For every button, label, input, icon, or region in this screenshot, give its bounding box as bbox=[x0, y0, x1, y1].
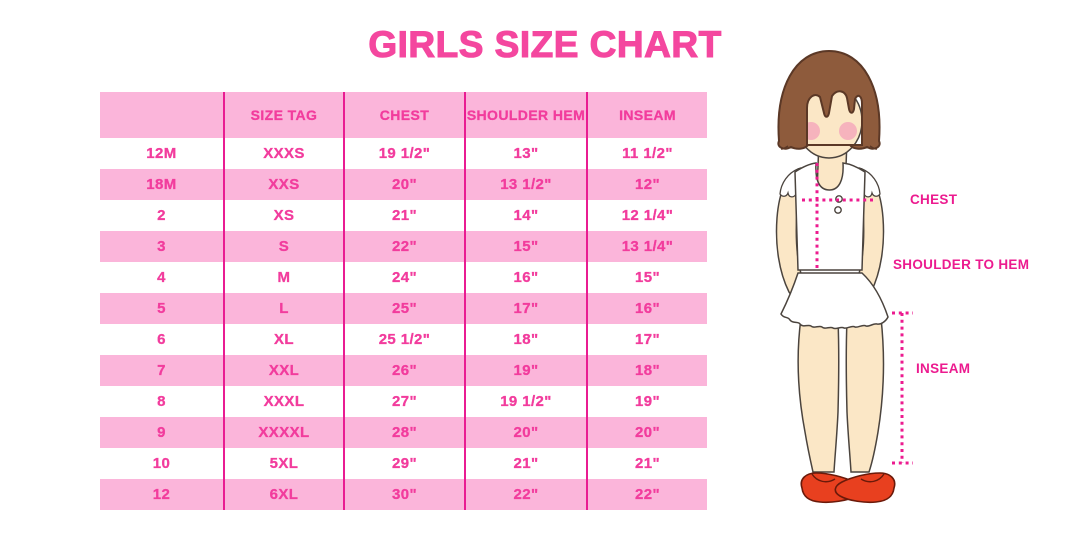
table-header-row: SIZE TAG CHEST SHOULDER HEM INSEAM bbox=[100, 92, 707, 138]
column-header: CHEST bbox=[343, 92, 465, 138]
table-cell: S bbox=[223, 231, 344, 262]
table-cell: 13" bbox=[464, 138, 587, 169]
girl-left-shoe-strap bbox=[811, 473, 836, 483]
table-cell: 5XL bbox=[223, 448, 344, 479]
table-cell: 18" bbox=[586, 355, 707, 386]
table-cell: 4 bbox=[157, 269, 166, 286]
table-row: 7 XXL 26" 19" 18" bbox=[100, 355, 707, 386]
table-cell: XXL bbox=[223, 355, 344, 386]
table-cell: 20" bbox=[464, 417, 587, 448]
table-cell: 30" bbox=[343, 479, 465, 510]
table-cell: 24" bbox=[343, 262, 465, 293]
table-cell: 5 bbox=[157, 300, 166, 317]
table-row: 3 S 22" 15" 13 1/4" bbox=[100, 231, 707, 262]
table-cell: 26" bbox=[343, 355, 465, 386]
table-cell: 15" bbox=[586, 262, 707, 293]
table-cell: 13 1/4" bbox=[586, 231, 707, 262]
girls-size-table: SIZE TAG CHEST SHOULDER HEM INSEAM 12M XXXS 1… bbox=[100, 92, 707, 510]
shoulder-to-hem-measurement-label: SHOULDER TO HEM bbox=[893, 257, 1030, 272]
table-cell: 22" bbox=[464, 479, 587, 510]
girl-right-shoe-strap bbox=[860, 473, 885, 483]
table-cell: M bbox=[223, 262, 344, 293]
table-row: 2 XS 21" 14" 12 1/4" bbox=[100, 200, 707, 231]
table-cell: 8 bbox=[157, 393, 166, 410]
column-header: SHOULDER HEM bbox=[464, 92, 587, 138]
table-cell: 12" bbox=[586, 169, 707, 200]
table-cell: 17" bbox=[464, 293, 587, 324]
table-cell: XXXS bbox=[223, 138, 344, 169]
table-cell: 12M bbox=[146, 145, 177, 162]
table-cell: 6XL bbox=[223, 479, 344, 510]
table-cell: 13 1/2" bbox=[464, 169, 587, 200]
table-row: 4 M 24" 16" 15" bbox=[100, 262, 707, 293]
table-cell: 15" bbox=[464, 231, 587, 262]
table-cell: 25" bbox=[343, 293, 465, 324]
table-cell: 18M bbox=[146, 176, 177, 193]
table-cell: 19" bbox=[464, 355, 587, 386]
table-row: 9 XXXXL 28" 20" 20" bbox=[100, 417, 707, 448]
girl-illustration bbox=[775, 49, 913, 504]
table-cell: 19 1/2" bbox=[464, 386, 587, 417]
girl-top-button-2 bbox=[834, 206, 842, 214]
girl-left-leg bbox=[797, 317, 840, 473]
table-cell: 19" bbox=[586, 386, 707, 417]
girl-right-shoe bbox=[834, 472, 896, 504]
table-row: 6 XL 25 1/2" 18" 17" bbox=[100, 324, 707, 355]
table-cell: 28" bbox=[343, 417, 465, 448]
table-cell: 9 bbox=[157, 424, 166, 441]
table-cell: 21" bbox=[586, 448, 707, 479]
table-cell: 27" bbox=[343, 386, 465, 417]
girl-hair-flick-left bbox=[780, 145, 789, 150]
table-row: 10 5XL 29" 21" 21" bbox=[100, 448, 707, 479]
table-cell: 16" bbox=[586, 293, 707, 324]
table-row: 8 XXXL 27" 19 1/2" 19" bbox=[100, 386, 707, 417]
table-cell: XL bbox=[223, 324, 344, 355]
table-row: 12 6XL 30" 22" 22" bbox=[100, 479, 707, 510]
table-cell: 2 bbox=[157, 207, 166, 224]
table-body: 12M XXXS 19 1/2" 13" 11 1/2" 18M XXS 20" 13 1/2"… bbox=[100, 138, 707, 510]
table-cell: 16" bbox=[464, 262, 587, 293]
table-cell: 7 bbox=[157, 362, 166, 379]
table-cell: 12 1/4" bbox=[586, 200, 707, 231]
table-cell: 12 bbox=[152, 486, 171, 503]
table-cell: 21" bbox=[343, 200, 465, 231]
column-header bbox=[100, 92, 224, 138]
table-cell: 20" bbox=[343, 169, 465, 200]
girl-right-leg bbox=[845, 317, 885, 473]
girl-hair-flick-right bbox=[869, 145, 878, 150]
table-cell: 19 1/2" bbox=[343, 138, 465, 169]
table-cell: 22" bbox=[586, 479, 707, 510]
table-cell: 17" bbox=[586, 324, 707, 355]
inseam-measurement-label: INSEAM bbox=[916, 361, 971, 376]
girl-skirt bbox=[780, 272, 889, 330]
table-cell: L bbox=[223, 293, 344, 324]
column-header: SIZE TAG bbox=[223, 92, 344, 138]
table-cell: 18" bbox=[464, 324, 587, 355]
table-cell: 25 1/2" bbox=[343, 324, 465, 355]
table-row: 5 L 25" 17" 16" bbox=[100, 293, 707, 324]
table-cell: 10 bbox=[152, 455, 171, 472]
table-cell: XS bbox=[223, 200, 344, 231]
table-row: 12M XXXS 19 1/2" 13" 11 1/2" bbox=[100, 138, 707, 169]
table-cell: XXXL bbox=[223, 386, 344, 417]
table-cell: 11 1/2" bbox=[586, 138, 707, 169]
table-cell: 6 bbox=[157, 331, 166, 348]
table-cell: XXXXL bbox=[223, 417, 344, 448]
table-cell: 29" bbox=[343, 448, 465, 479]
table-cell: 22" bbox=[343, 231, 465, 262]
table-cell: 14" bbox=[464, 200, 587, 231]
girl-top-bodice bbox=[794, 162, 866, 271]
page-title: GIRLS SIZE CHART bbox=[368, 23, 722, 65]
measurement-figure bbox=[755, 40, 1005, 510]
table-cell: 3 bbox=[157, 238, 166, 255]
table-cell: 21" bbox=[464, 448, 587, 479]
chest-measurement-label: CHEST bbox=[910, 192, 958, 207]
girl-right-cheek bbox=[839, 122, 857, 140]
table-cell: XXS bbox=[223, 169, 344, 200]
column-header: INSEAM bbox=[586, 92, 707, 138]
table-cell: 20" bbox=[586, 417, 707, 448]
table-row: 18M XXS 20" 13 1/2" 12" bbox=[100, 169, 707, 200]
